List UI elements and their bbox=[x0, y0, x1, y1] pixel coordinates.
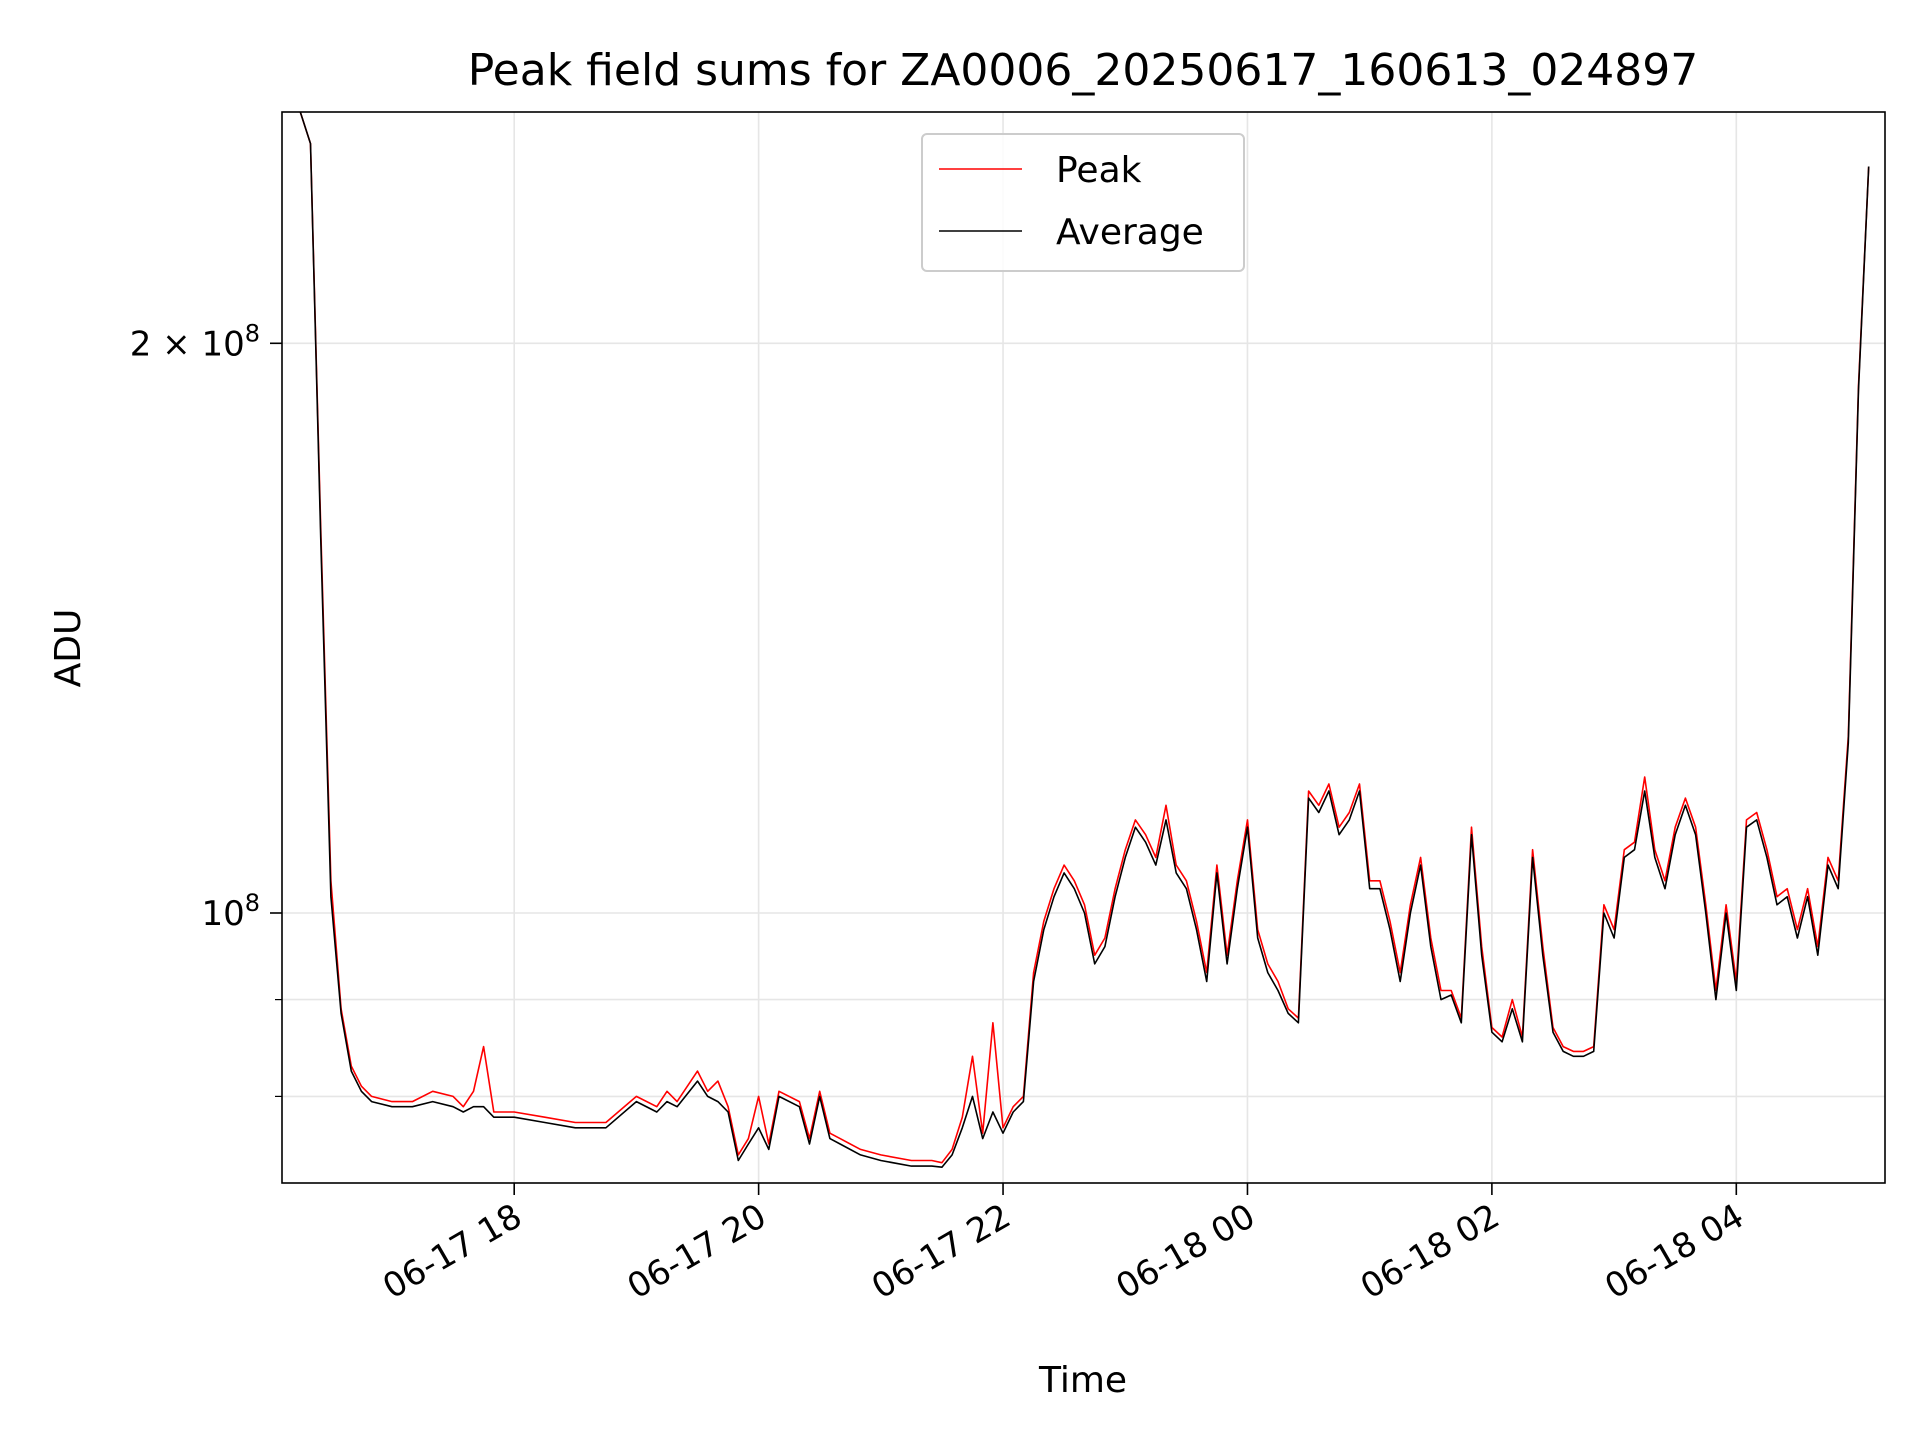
series-line-peak bbox=[299, 112, 1870, 1164]
x-axis-label: Time bbox=[1038, 1360, 1127, 1401]
legend: Peak Average bbox=[921, 133, 1245, 272]
legend-label-average: Average bbox=[1056, 212, 1204, 253]
y-tick-label: 2 × 108 bbox=[130, 319, 260, 364]
series-line-average bbox=[299, 112, 1870, 1168]
chart-title: Peak field sums for ZA0006_20250617_1606… bbox=[468, 45, 1699, 96]
y-tick-label: 108 bbox=[201, 889, 260, 934]
plot-frame bbox=[281, 111, 1886, 1184]
legend-label-peak: Peak bbox=[1056, 150, 1142, 191]
series-group bbox=[299, 112, 1870, 1168]
y-axis-label: ADU bbox=[48, 609, 89, 688]
